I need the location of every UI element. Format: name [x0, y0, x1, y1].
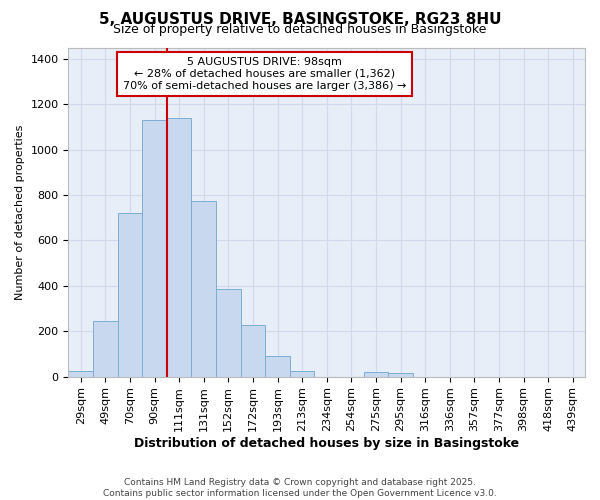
Y-axis label: Number of detached properties: Number of detached properties [15, 124, 25, 300]
Bar [118, 213, 142, 376]
Bar [93, 321, 118, 376]
Text: Contains HM Land Registry data © Crown copyright and database right 2025.
Contai: Contains HM Land Registry data © Crown c… [103, 478, 497, 498]
Bar [265, 356, 290, 376]
Bar [216, 290, 241, 376]
Text: Size of property relative to detached houses in Basingstoke: Size of property relative to detached ho… [113, 22, 487, 36]
Bar [191, 201, 216, 376]
Bar [142, 120, 167, 376]
Bar [364, 372, 388, 376]
Bar [241, 324, 265, 376]
Bar [167, 118, 191, 376]
Text: 5 AUGUSTUS DRIVE: 98sqm
← 28% of detached houses are smaller (1,362)
70% of semi: 5 AUGUSTUS DRIVE: 98sqm ← 28% of detache… [123, 58, 406, 90]
Bar [388, 374, 413, 376]
Bar [68, 371, 93, 376]
X-axis label: Distribution of detached houses by size in Basingstoke: Distribution of detached houses by size … [134, 437, 519, 450]
Text: 5, AUGUSTUS DRIVE, BASINGSTOKE, RG23 8HU: 5, AUGUSTUS DRIVE, BASINGSTOKE, RG23 8HU [99, 12, 501, 28]
Bar [290, 371, 314, 376]
